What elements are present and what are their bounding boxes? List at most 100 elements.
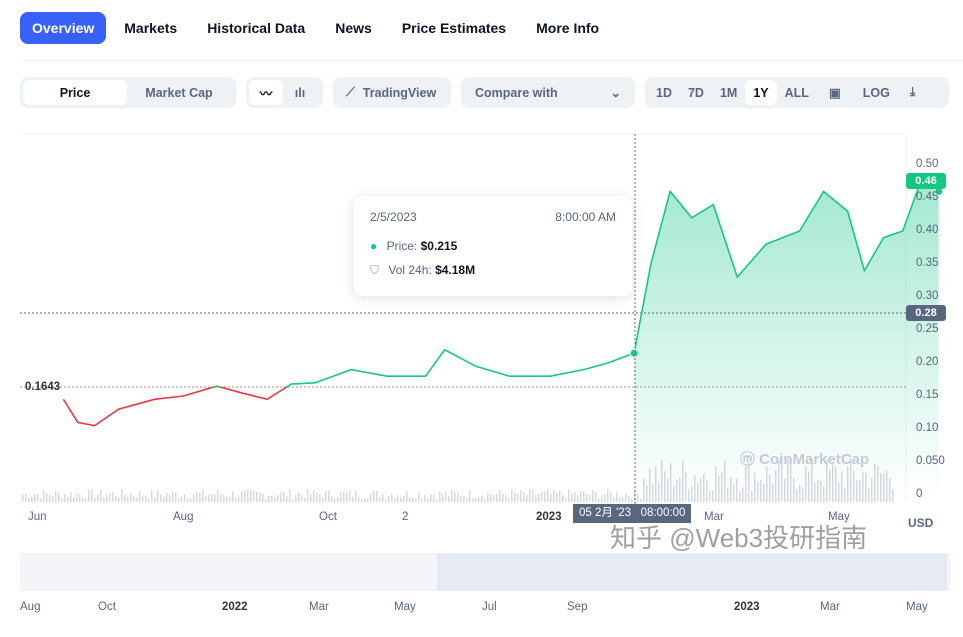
volume-bar bbox=[541, 491, 543, 502]
line-chart-icon[interactable]: 〰 bbox=[249, 80, 283, 105]
x-tick: Oct bbox=[319, 511, 337, 523]
download-icon[interactable]: ⤓ bbox=[909, 85, 916, 99]
volume-bar bbox=[196, 492, 198, 502]
volume-bar bbox=[373, 490, 375, 502]
y-tick: 0 bbox=[916, 488, 923, 500]
volume-bar bbox=[391, 494, 393, 502]
volume-bar bbox=[439, 491, 441, 502]
tab-news[interactable]: News bbox=[335, 20, 372, 36]
volume-bar bbox=[163, 496, 165, 502]
price-marketcap-toggle: Price Market Cap bbox=[20, 77, 236, 108]
volume-bar bbox=[34, 494, 36, 502]
volume-bar bbox=[106, 494, 108, 502]
chart-type-toggle: 〰 ılı bbox=[246, 77, 323, 108]
range-1d[interactable]: 1D bbox=[656, 85, 672, 100]
volume-bar bbox=[370, 493, 372, 502]
top-tabs: Overview Markets Historical Data News Pr… bbox=[20, 12, 611, 44]
volume-bar bbox=[244, 490, 246, 502]
volume-bar bbox=[727, 488, 729, 502]
volume-bar bbox=[418, 492, 420, 502]
y-tick: 0.45 bbox=[916, 191, 939, 203]
tab-overview[interactable]: Overview bbox=[20, 12, 107, 44]
price-line-up bbox=[211, 176, 940, 387]
market-cap-button[interactable]: Market Cap bbox=[145, 85, 213, 100]
candlestick-icon[interactable]: ılı bbox=[294, 85, 306, 100]
volume-bar bbox=[469, 490, 471, 502]
volume-bar bbox=[109, 493, 111, 502]
volume-bar bbox=[52, 496, 54, 502]
volume-bar bbox=[187, 498, 189, 502]
volume-bar bbox=[586, 493, 588, 502]
volume-bar bbox=[400, 496, 402, 502]
volume-bar bbox=[601, 495, 603, 502]
price-button[interactable]: Price bbox=[23, 80, 127, 105]
volume-bar bbox=[388, 496, 390, 502]
volume-bar bbox=[40, 498, 42, 502]
volume-bar bbox=[409, 497, 411, 502]
volume-bar bbox=[253, 490, 255, 502]
volume-bar bbox=[415, 498, 417, 502]
navigator-selection[interactable] bbox=[437, 553, 947, 591]
crosshair-date-label: 05 2月 '23 08:00:00 bbox=[573, 504, 692, 523]
volume-bar bbox=[556, 492, 558, 502]
volume-bar bbox=[58, 492, 60, 502]
volume-bar bbox=[124, 494, 126, 502]
nav-tick: 2023 bbox=[734, 601, 760, 613]
chevron-down-icon: ⌄ bbox=[610, 86, 621, 100]
tab-historical-data[interactable]: Historical Data bbox=[207, 20, 306, 36]
coinmarketcap-icon: ⓜ bbox=[740, 451, 760, 468]
range-7d[interactable]: 7D bbox=[687, 85, 704, 100]
volume-bar bbox=[517, 494, 519, 502]
volume-bar bbox=[160, 494, 162, 502]
volume-bar bbox=[310, 494, 312, 502]
y-tick: 0.050 bbox=[916, 455, 945, 467]
range-1y[interactable]: 1Y bbox=[745, 80, 777, 105]
volume-bar bbox=[31, 496, 33, 502]
volume-bar bbox=[610, 492, 612, 502]
volume-bar bbox=[358, 497, 360, 502]
volume-bar bbox=[559, 490, 561, 502]
volume-bar bbox=[328, 490, 330, 502]
volume-bar bbox=[79, 494, 81, 502]
volume-bar bbox=[547, 489, 549, 502]
volume-bar bbox=[472, 498, 474, 502]
tab-more-info[interactable]: More Info bbox=[536, 20, 600, 36]
volume-bar bbox=[424, 494, 426, 502]
volume-bar bbox=[523, 492, 525, 502]
volume-bar bbox=[592, 490, 594, 502]
volume-bar bbox=[49, 494, 51, 502]
volume-bar bbox=[286, 496, 288, 502]
tradingview-button[interactable]: ⟋ TradingView bbox=[333, 77, 451, 108]
volume-bar bbox=[91, 489, 93, 502]
tab-price-estimates[interactable]: Price Estimates bbox=[401, 20, 507, 36]
current-price-badge: 0.46 bbox=[906, 173, 946, 189]
volume-bar bbox=[412, 497, 414, 502]
price-line-down bbox=[62, 387, 289, 427]
y-tick: 0.15 bbox=[916, 389, 939, 401]
volume-bar bbox=[148, 498, 150, 502]
divider bbox=[20, 60, 963, 61]
compare-label: Compare with bbox=[475, 85, 558, 100]
volume-bar bbox=[22, 494, 24, 502]
volume-bar bbox=[583, 491, 585, 502]
calendar-icon[interactable]: ▣ bbox=[828, 86, 841, 100]
volume-bar bbox=[340, 491, 342, 502]
tradingview-label: TradingView bbox=[362, 85, 437, 100]
volume-bar bbox=[226, 496, 228, 502]
range-all[interactable]: ALL bbox=[784, 85, 809, 100]
volume-bar bbox=[88, 489, 90, 502]
volume-bar bbox=[154, 496, 156, 502]
x-tick: 2023 bbox=[536, 511, 562, 523]
volume-bar bbox=[532, 490, 534, 502]
volume-bar bbox=[127, 496, 129, 502]
log-button[interactable]: LOG bbox=[862, 85, 890, 100]
y-tick: 0.40 bbox=[916, 224, 939, 236]
volume-bar bbox=[259, 492, 261, 502]
x-tick: Mar bbox=[704, 511, 724, 523]
range-1m[interactable]: 1M bbox=[719, 85, 738, 100]
x-tick: Aug bbox=[173, 511, 194, 523]
compare-select[interactable]: Compare with ⌄ bbox=[461, 77, 635, 108]
nav-tick: 2022 bbox=[222, 601, 248, 613]
tab-markets[interactable]: Markets bbox=[124, 20, 178, 36]
